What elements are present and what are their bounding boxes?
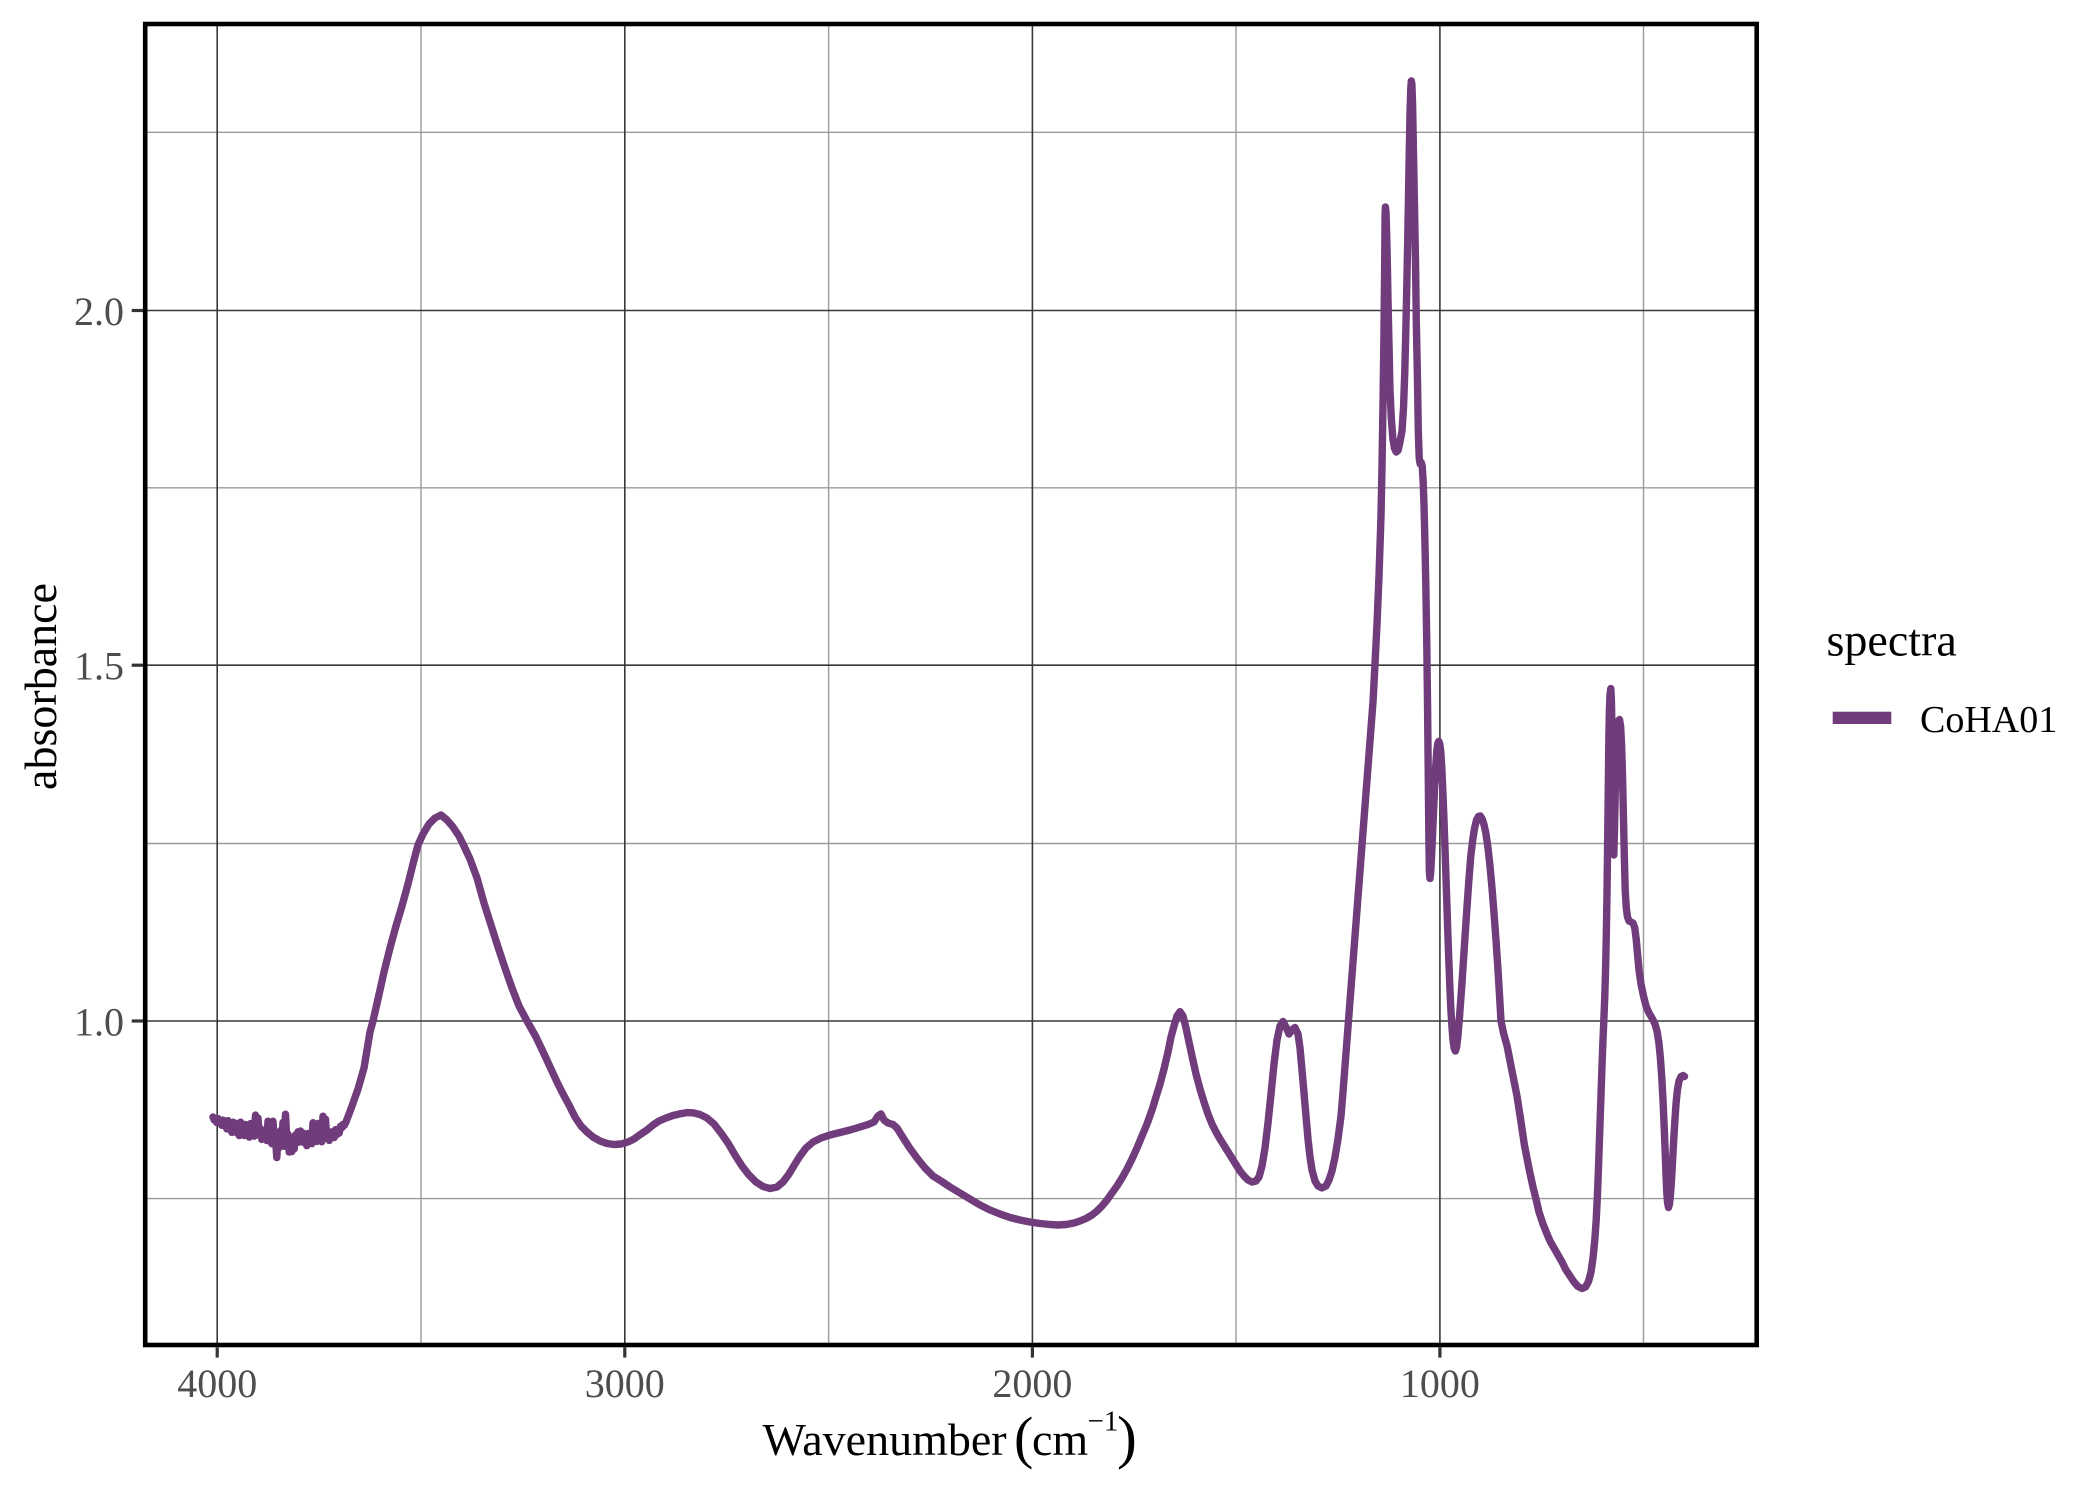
svg-text:−1: −1 [1088,1406,1119,1438]
svg-text:spectra: spectra [1827,614,1957,665]
svg-text:2.0: 2.0 [74,289,124,334]
svg-text:(: ( [1014,1405,1033,1470]
svg-text:1.0: 1.0 [74,1000,124,1045]
svg-text:1.5: 1.5 [74,644,124,689]
svg-text:): ) [1117,1404,1137,1470]
svg-text:1000: 1000 [1400,1361,1480,1406]
svg-text:4000: 4000 [177,1361,257,1406]
svg-text:CoHA01: CoHA01 [1920,699,2057,741]
svg-text:absorbance: absorbance [15,583,66,790]
svg-text:3000: 3000 [585,1361,665,1406]
svg-text:2000: 2000 [992,1361,1072,1406]
svg-text:cm: cm [1032,1414,1088,1465]
svg-text:Wavenumber: Wavenumber [763,1414,1007,1465]
